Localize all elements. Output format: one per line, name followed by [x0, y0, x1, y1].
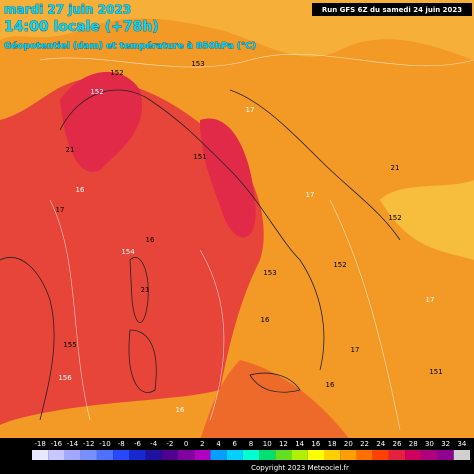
scale-swatch	[388, 450, 406, 460]
map-label: 17	[351, 346, 360, 354]
map-label: 153	[263, 269, 276, 277]
scale-swatch	[437, 450, 454, 460]
scale-label: -14	[67, 440, 79, 448]
scale-swatch	[324, 450, 341, 460]
scale-label: -16	[51, 440, 63, 448]
scale-swatch	[421, 450, 438, 460]
scale-label: -4	[150, 440, 158, 448]
map-label: 17	[246, 106, 255, 114]
scale-label: -6	[134, 440, 142, 448]
scale-label: 22	[360, 440, 369, 448]
map-label: 17	[56, 206, 65, 214]
scale-label: -8	[118, 440, 125, 448]
map-label: 21	[66, 146, 75, 154]
scale-label: 32	[441, 440, 450, 448]
scale-swatch	[242, 450, 260, 460]
scale-swatch	[259, 450, 276, 460]
scale-swatch	[453, 450, 470, 460]
scale-swatch	[194, 450, 211, 460]
scale-label: 28	[409, 440, 418, 448]
scale-label: 14	[295, 440, 304, 448]
map-label: 156	[58, 374, 72, 382]
temperature-zone	[380, 180, 474, 260]
map-label: 17	[306, 191, 315, 199]
scale-swatch	[340, 450, 357, 460]
map-label: 154	[121, 248, 135, 256]
map-label: 16	[146, 236, 155, 244]
scale-swatch	[405, 450, 422, 460]
run-box	[312, 3, 472, 16]
scale-label: 30	[425, 440, 434, 448]
scale-swatch	[64, 450, 81, 460]
scale-label: 0	[184, 440, 188, 448]
map-label: 151	[429, 368, 442, 376]
map-label: 152	[333, 261, 346, 269]
map-label: 17	[426, 296, 435, 304]
map-label: 21	[141, 286, 150, 294]
map-label: 16	[176, 406, 185, 414]
scale-label: -18	[34, 440, 45, 448]
map-label: 155	[63, 341, 76, 349]
scale-label: 4	[216, 440, 221, 448]
scale-label: 16	[311, 440, 320, 448]
temperature-zone	[60, 71, 142, 172]
scale-label: 24	[376, 440, 385, 448]
map-label: 151	[193, 153, 206, 161]
map-label: 16	[326, 381, 335, 389]
map-label: 152	[90, 88, 103, 96]
map-label: 16	[261, 316, 270, 324]
scale-label: -10	[99, 440, 110, 448]
temperature-zone	[0, 78, 264, 425]
scale-swatch	[161, 450, 178, 460]
map-label: 16	[76, 186, 85, 194]
scale-label: -12	[83, 440, 94, 448]
date: mardi 27 juin 2023	[4, 3, 131, 17]
scale-swatch	[356, 450, 373, 460]
map-label: 21	[391, 164, 400, 172]
temperature-zone	[200, 118, 256, 238]
scale-label: 34	[457, 440, 466, 448]
footer: Copyright 2023 Meteociel.fr	[251, 464, 349, 472]
scale-label: 10	[263, 440, 272, 448]
scale-swatch	[307, 450, 324, 460]
scale-swatch	[275, 450, 292, 460]
scale-label: 12	[279, 440, 288, 448]
scale-label: 8	[249, 440, 253, 448]
scale-swatch	[129, 450, 146, 460]
scale-swatch	[226, 450, 243, 460]
map-label: 153	[191, 60, 204, 68]
run: Run GFS 6Z du samedi 24 juin 2023	[322, 6, 462, 14]
map-label: 152	[388, 214, 401, 222]
scale-swatch	[113, 450, 130, 460]
scale-label: 20	[344, 440, 353, 448]
map-label: 152	[110, 69, 123, 77]
scale-swatch	[96, 450, 114, 460]
scale-swatch	[48, 450, 65, 460]
scale-swatch	[32, 450, 49, 460]
scale-swatch	[80, 450, 97, 460]
scale-swatch	[291, 450, 308, 460]
coastlines	[0, 89, 401, 421]
scale-swatch	[372, 450, 389, 460]
scale-swatch	[210, 450, 227, 460]
scale-label: 2	[200, 440, 204, 448]
subtitle: Géopotentiel (dam) et température à 850h…	[4, 41, 256, 52]
scale-label: 26	[393, 440, 402, 448]
time: 14:00 locale (+78h)	[4, 19, 159, 35]
scale-label: 18	[328, 440, 337, 448]
temperature-zone	[200, 360, 350, 440]
scale-swatch	[145, 450, 162, 460]
scale-label: 6	[233, 440, 238, 448]
scale-label: -2	[166, 440, 173, 448]
scale-swatch	[178, 450, 195, 460]
contours	[39, 53, 474, 431]
